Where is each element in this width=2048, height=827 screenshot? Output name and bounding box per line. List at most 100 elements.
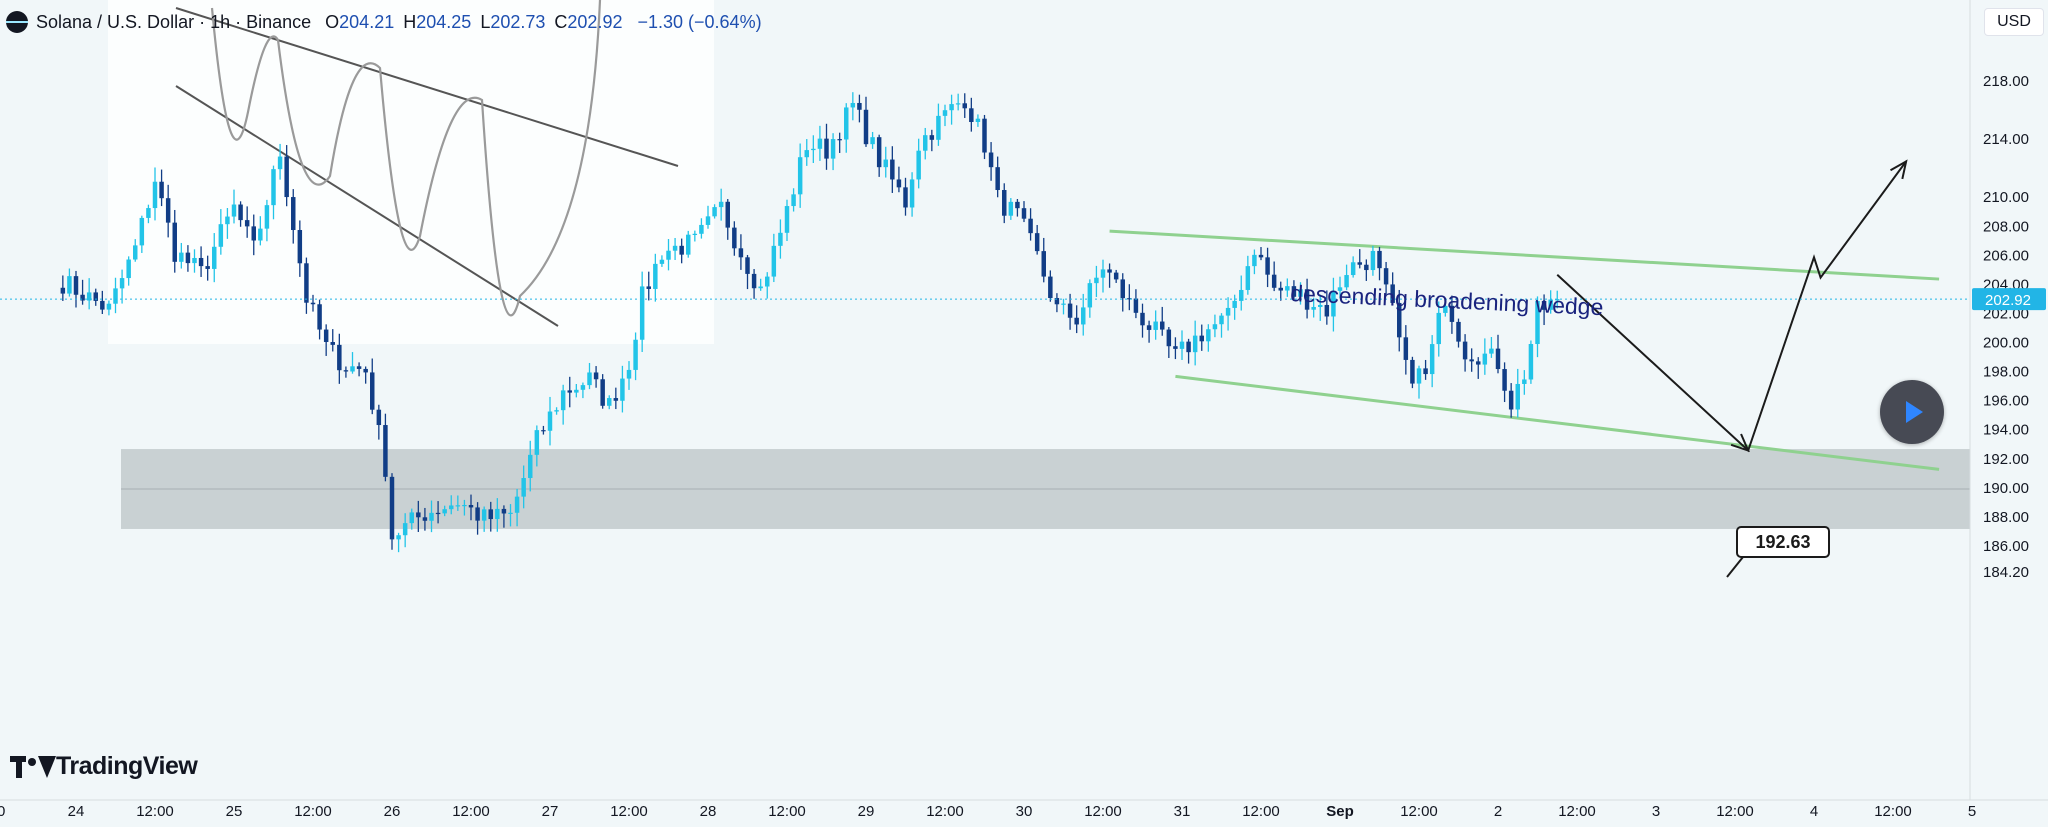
candle[interactable] [863, 96, 869, 147]
candle[interactable] [1173, 337, 1178, 360]
candle[interactable] [830, 133, 836, 171]
candle[interactable] [1160, 306, 1165, 336]
candle[interactable] [982, 114, 987, 160]
replay-button[interactable] [1880, 380, 1944, 444]
candle[interactable] [541, 425, 546, 435]
candle[interactable] [1192, 320, 1198, 366]
candle[interactable] [686, 230, 691, 258]
candle[interactable] [146, 204, 151, 224]
candle[interactable] [1041, 237, 1046, 283]
candle[interactable] [409, 508, 414, 530]
candle[interactable] [1239, 275, 1244, 311]
candle[interactable] [1265, 247, 1270, 288]
candle[interactable] [1291, 280, 1297, 300]
candle[interactable] [251, 214, 256, 256]
candle[interactable] [883, 146, 888, 178]
candle[interactable] [468, 494, 474, 521]
candle[interactable] [1179, 330, 1185, 360]
candle[interactable] [389, 473, 395, 550]
candle[interactable] [692, 230, 698, 242]
candle[interactable] [903, 177, 908, 216]
candle[interactable] [857, 94, 862, 123]
candle[interactable] [435, 501, 441, 524]
candle[interactable] [666, 239, 671, 271]
candle[interactable] [560, 384, 566, 425]
candle[interactable] [291, 189, 296, 244]
currency-button[interactable]: USD [1984, 8, 2044, 36]
candle[interactable] [323, 324, 329, 356]
candle[interactable] [310, 294, 316, 312]
candle[interactable] [172, 209, 177, 273]
candle[interactable] [86, 278, 92, 310]
candle[interactable] [909, 172, 915, 217]
candle[interactable] [455, 495, 461, 511]
candle[interactable] [1021, 201, 1027, 223]
candle[interactable] [639, 271, 645, 352]
candle[interactable] [238, 201, 243, 227]
candle[interactable] [923, 127, 928, 160]
candle[interactable] [1054, 293, 1060, 313]
candle[interactable] [93, 288, 98, 306]
candle[interactable] [1015, 198, 1020, 217]
candle[interactable] [212, 233, 217, 283]
candle[interactable] [1219, 313, 1224, 338]
candle[interactable] [1456, 318, 1461, 348]
candle[interactable] [1495, 334, 1501, 374]
time-axis[interactable]: 002412:002512:002612:002712:002812:00291… [0, 799, 2048, 820]
candle[interactable] [376, 404, 382, 440]
candle[interactable] [1081, 293, 1086, 336]
candle[interactable] [258, 216, 263, 246]
candle[interactable] [712, 204, 717, 219]
candle[interactable] [1429, 335, 1435, 388]
candle[interactable] [646, 271, 651, 301]
candle[interactable] [495, 498, 500, 532]
candle[interactable] [1271, 261, 1277, 292]
candle[interactable] [1278, 281, 1283, 301]
candle[interactable] [771, 233, 777, 283]
candle[interactable] [514, 488, 520, 527]
candle[interactable] [297, 220, 303, 277]
candle[interactable] [797, 143, 803, 208]
candle[interactable] [587, 362, 592, 390]
candle[interactable] [1199, 324, 1204, 351]
candle[interactable] [133, 239, 138, 262]
candle[interactable] [1476, 357, 1481, 379]
candle[interactable] [837, 132, 842, 153]
candle[interactable] [593, 366, 599, 388]
candle[interactable] [653, 253, 658, 302]
candle[interactable] [1166, 327, 1172, 358]
candle[interactable] [1416, 365, 1422, 399]
candle[interactable] [100, 290, 105, 315]
candle[interactable] [679, 238, 684, 264]
candle[interactable] [383, 413, 388, 482]
candle[interactable] [396, 532, 401, 553]
candle[interactable] [705, 205, 711, 229]
candle[interactable] [547, 396, 553, 446]
tradingview-logo[interactable]: TradingView [10, 752, 198, 781]
candle[interactable] [73, 270, 79, 308]
candle[interactable] [337, 333, 342, 384]
candle[interactable] [1436, 301, 1441, 357]
candle[interactable] [1403, 325, 1409, 375]
candle[interactable] [574, 383, 579, 398]
candle[interactable] [225, 208, 230, 239]
candle[interactable] [1508, 383, 1514, 418]
candle[interactable] [370, 358, 375, 415]
candle[interactable] [1034, 224, 1040, 255]
candle[interactable] [330, 329, 335, 352]
candle[interactable] [725, 199, 730, 240]
candle[interactable] [1206, 324, 1211, 352]
candle[interactable] [1087, 279, 1093, 318]
candle[interactable] [988, 142, 994, 181]
candle[interactable] [620, 365, 625, 413]
candle[interactable] [1107, 263, 1112, 288]
candle[interactable] [1298, 282, 1303, 305]
candle[interactable] [824, 123, 829, 170]
candle[interactable] [343, 366, 349, 378]
candle[interactable] [1489, 336, 1494, 358]
candle[interactable] [751, 269, 757, 299]
candle[interactable] [1146, 320, 1152, 343]
candle[interactable] [521, 465, 526, 509]
candle[interactable] [1469, 348, 1474, 372]
